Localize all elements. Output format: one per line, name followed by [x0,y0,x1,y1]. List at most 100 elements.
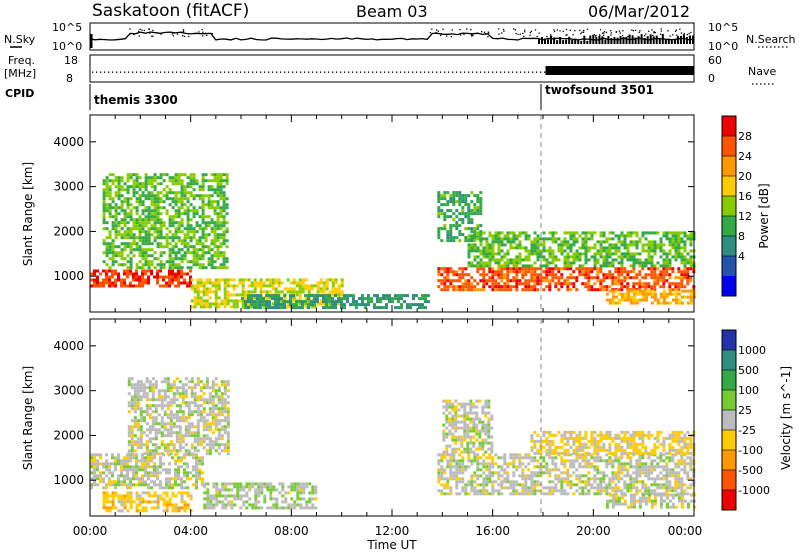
heatmap-cell [515,492,519,496]
heatmap-cell [210,185,214,189]
heatmap-cell [123,503,127,507]
heatmap-cell [473,264,477,268]
heatmap-cell [195,260,199,264]
heatmap-cell [153,173,157,177]
heatmap-cell [223,296,227,300]
heatmap-cell [311,491,315,495]
heatmap-cell [117,509,121,513]
heatmap-cell [506,231,510,235]
heatmap-cell [605,249,609,253]
heatmap-cell [142,392,146,396]
heatmap-cell [491,465,495,469]
heatmap-cell [689,295,693,299]
heatmap-cell [186,474,189,478]
heatmap-cell [144,251,148,255]
heatmap-cell [473,486,477,490]
heatmap-cell [221,488,225,492]
heatmap-cell [147,215,151,219]
heatmap-cell [204,221,208,225]
heatmap-cell [189,239,193,243]
heatmap-cell [138,230,142,234]
heatmap-cell [671,246,675,250]
heatmap-cell [129,233,133,237]
heatmap-cell [198,477,201,481]
heatmap-cell [108,500,112,504]
heatmap-cell [216,182,220,186]
freq-point [308,71,310,73]
heatmap-cell [153,188,157,192]
heatmap-cell [156,503,160,507]
heatmap-cell [491,279,495,283]
heatmap-cell [521,264,525,268]
heatmap-cell [165,209,169,213]
heatmap-cell [151,389,155,393]
heatmap-cell [650,261,654,265]
heatmap-cell [569,267,573,271]
heatmap-cell [458,477,462,481]
nsearch-bar [577,40,580,44]
heatmap-cell [449,471,453,475]
heatmap-cell [201,242,205,246]
heatmap-cell [195,486,198,490]
heatmap-cell [156,209,160,213]
heatmap-cell [156,218,160,222]
heatmap-cell [129,185,133,189]
heatmap-cell [272,506,276,510]
heatmap-cell [198,215,202,219]
heatmap-cell [533,240,537,244]
heatmap-cell [245,494,249,498]
nsearch-point [635,29,637,31]
heatmap-cell [253,281,257,285]
heatmap-cell [196,443,200,447]
heatmap-cell [150,471,153,475]
heatmap-cell [180,260,184,264]
heatmap-cell [464,279,468,283]
heatmap-cell [178,437,182,441]
nave-tick-top: 60 [708,54,722,67]
heatmap-cell [102,239,106,243]
heatmap-cell [470,236,474,240]
heatmap-cell [181,395,185,399]
heatmap-cell [524,270,528,274]
heatmap-cell [485,468,489,472]
heatmap-cell [421,303,424,307]
heatmap-cell [584,267,588,271]
freq-point [384,71,386,73]
heatmap-cell [551,231,555,235]
heatmap-cell [184,428,188,432]
heatmap-cell [662,279,666,283]
heatmap-cell [123,209,127,213]
heatmap-cell [202,440,206,444]
heatmap-cell [232,305,236,309]
heatmap-cell [144,480,147,484]
heatmap-cell [680,240,684,244]
heatmap-cell [186,494,190,498]
heatmap-cell [174,242,178,246]
heatmap-cell [180,206,184,210]
heatmap-cell [455,468,459,472]
heatmap-cell [653,264,657,268]
heatmap-cell [183,509,187,513]
heatmap-cell [198,185,202,189]
heatmap-cell [177,230,181,234]
heatmap-cell [623,255,627,259]
heatmap-cell [614,252,618,256]
heatmap-cell [126,221,130,225]
nsearch-point [602,34,605,36]
heatmap-cell [177,221,181,225]
heatmap-cell [476,465,480,469]
heatmap-cell [482,483,486,487]
heatmap-cell [166,395,170,399]
heatmap-cell [611,474,615,478]
heatmap-cell [178,392,182,396]
heatmap-cell [138,197,142,201]
nsearch-point [530,30,532,32]
heatmap-cell [328,306,331,310]
heatmap-cell [162,509,166,513]
heatmap-cell [455,224,459,228]
heatmap-cell [379,300,382,304]
heatmap-cell [272,488,276,492]
heatmap-cell [545,492,549,496]
heatmap-cell [298,296,302,300]
heatmap-cell [455,221,459,225]
